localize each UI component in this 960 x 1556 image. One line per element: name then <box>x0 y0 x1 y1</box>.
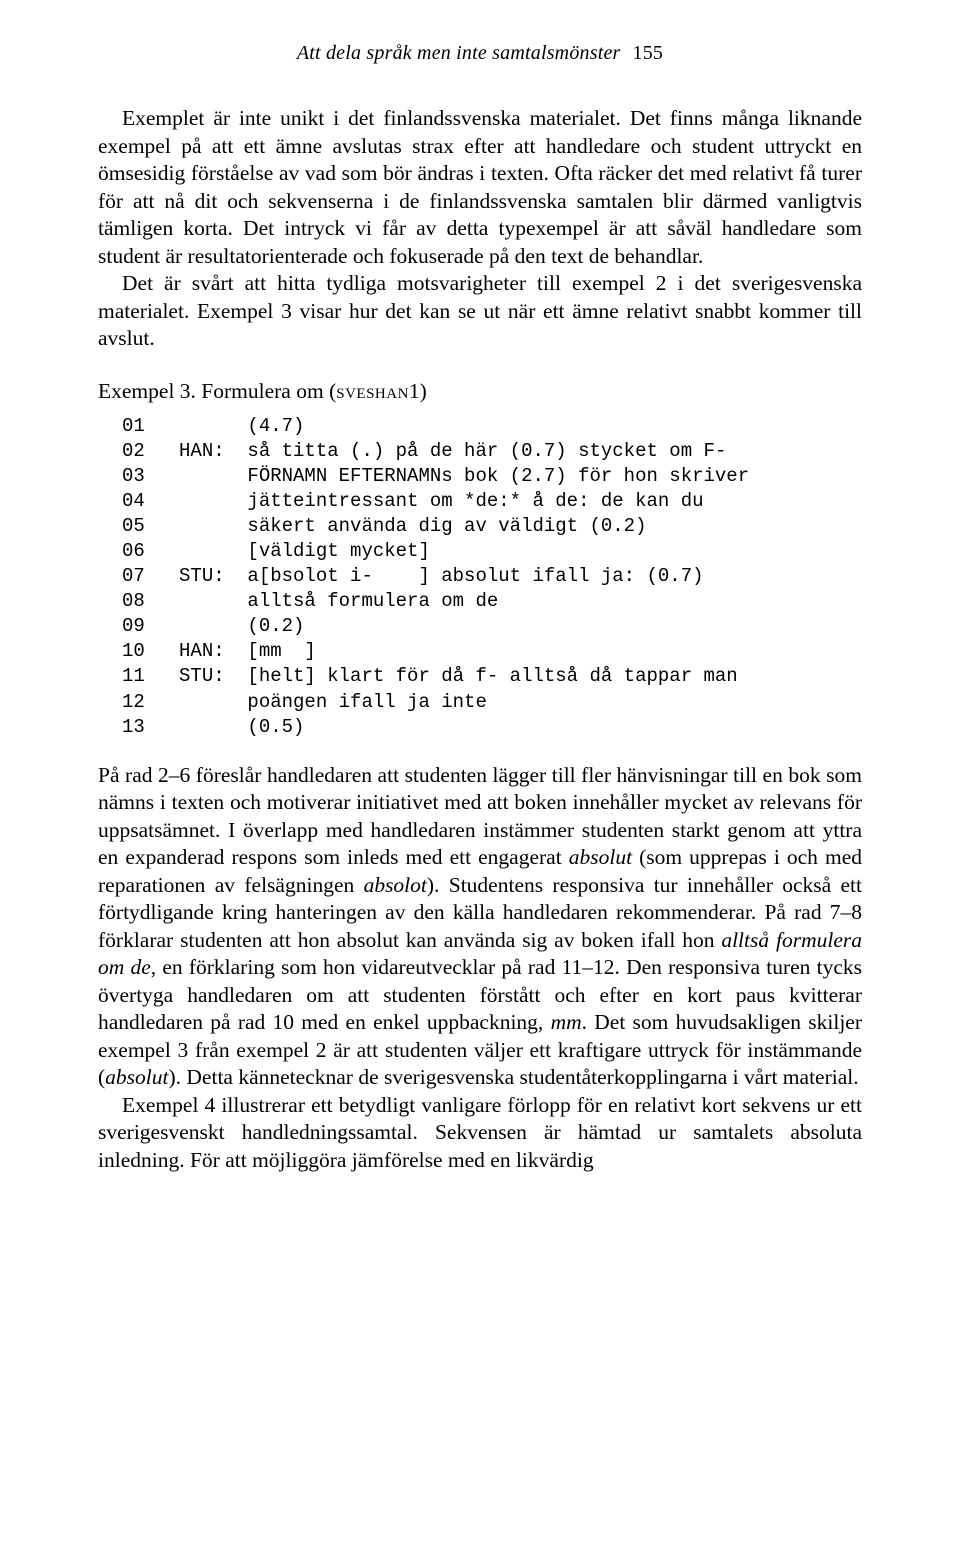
p3-italic-2: absolot <box>364 873 427 897</box>
example-heading: Exempel 3. Formulera om (sveshan1) <box>98 379 862 404</box>
transcript-block: 01 (4.7) 02 HAN: så titta (.) på de här … <box>122 414 862 740</box>
example-label-post: 1) <box>409 379 427 403</box>
paragraph-2: Det är svårt att hitta tydliga motsvarig… <box>98 270 862 353</box>
paragraph-1: Exemplet är inte unikt i det finlandssve… <box>98 105 862 270</box>
header-title: Att dela språk men inte samtalsmönster <box>297 42 621 64</box>
example-label-pre: Exempel 3. Formulera om ( <box>98 379 336 403</box>
p3-italic-4: mm <box>551 1010 582 1034</box>
page-number: 155 <box>633 42 664 64</box>
paragraph-3: På rad 2–6 föreslår handledaren att stud… <box>98 762 862 1092</box>
example-label-smallcaps: sveshan <box>336 379 409 403</box>
p3-italic-5: absolut <box>105 1065 168 1089</box>
running-header: Att dela språk men inte samtalsmönster 15… <box>98 42 862 65</box>
p3-text-post: ). Detta kännetecknar de sverigesvenska … <box>169 1065 859 1089</box>
p3-italic-1: absolut <box>569 845 632 869</box>
paragraph-4: Exempel 4 illustrerar ett betydligt vanl… <box>98 1092 862 1175</box>
